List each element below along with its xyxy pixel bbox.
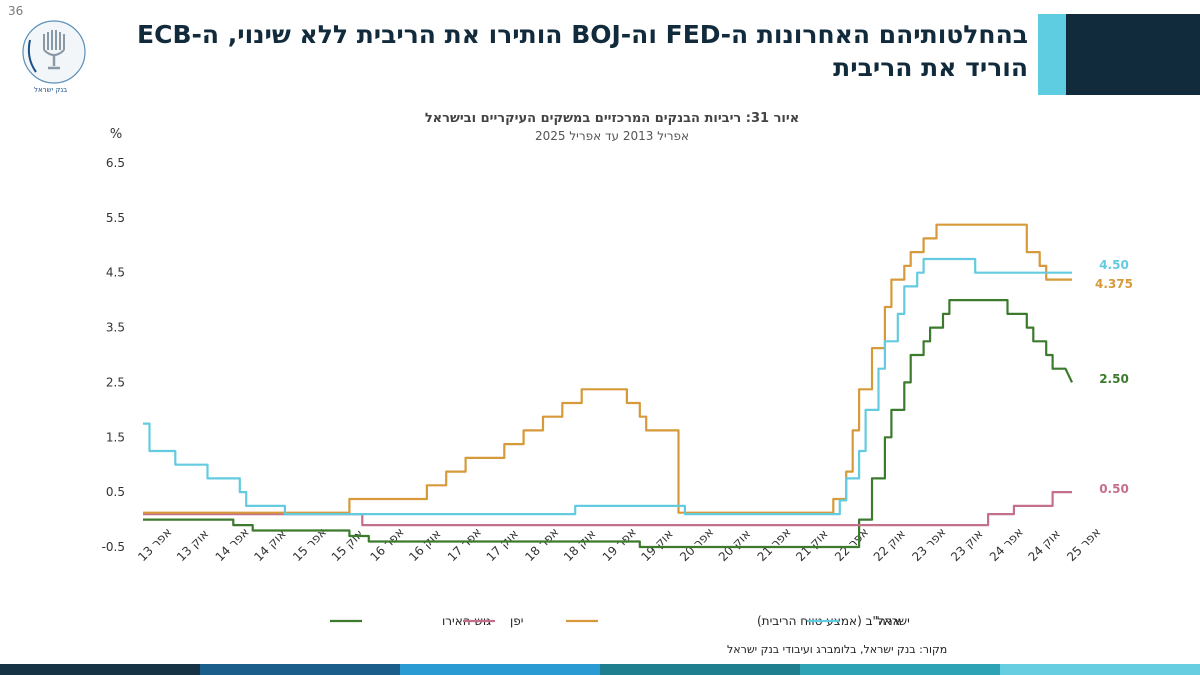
x-tick-label: אוק 14: [251, 527, 288, 564]
series-line-usa: [143, 223, 1072, 514]
bottom-strip-segment: [200, 664, 401, 675]
bottom-color-strip: [0, 664, 1200, 675]
end-label-japan: 0.50: [1099, 482, 1129, 496]
x-tick-label: אפר 19: [600, 525, 639, 564]
bottom-strip-segment: [0, 664, 201, 675]
y-tick-label: 3.5: [106, 321, 125, 335]
bottom-strip-segment: [600, 664, 801, 675]
series-lines: [143, 223, 1073, 549]
legend-label-japan: יפן: [510, 614, 523, 628]
x-tick-label: אוק 24: [1026, 527, 1063, 564]
page-number: 36: [8, 4, 24, 18]
x-tick-label: אוק 17: [484, 527, 521, 564]
x-tick-label: אפר 22: [832, 525, 871, 564]
x-tick-label: אוק 19: [638, 527, 675, 564]
bottom-strip-segment: [1000, 664, 1200, 675]
header-color-bar: [1038, 14, 1200, 95]
y-tick-label: 0.5: [106, 485, 125, 499]
series-end-labels: 2.50 0.50 4.375 4.50: [1095, 258, 1133, 496]
x-tick-label: אפר 24: [987, 525, 1026, 564]
bottom-strip-segment: [400, 664, 601, 675]
x-tick-label: אוק 23: [948, 527, 985, 564]
page-title: בהחלטותיהם האחרונות ה-FED וה-BOJ הותירו …: [137, 20, 1028, 82]
x-tick-label: אפר 13: [135, 525, 174, 564]
x-tick-label: אוק 22: [871, 527, 908, 564]
x-tick-label: אוק 15: [329, 527, 366, 564]
y-axis-unit-label: %: [110, 127, 122, 142]
chart-title-group: איור 31: ריביות הבנקים המרכזיים במשקים ה…: [425, 111, 799, 143]
x-tick-label: אפר 18: [522, 525, 561, 564]
y-tick-label: 1.5: [106, 430, 125, 444]
x-tick-label: אוק 21: [793, 527, 830, 564]
x-tick-label: אפר 17: [445, 525, 484, 564]
x-tick-label: אפר 23: [909, 525, 948, 564]
bank-of-israel-logo: בנק ישראל: [10, 14, 90, 96]
series-line-japan: [143, 491, 1072, 527]
x-tick-label: אוק 16: [406, 527, 443, 564]
series-line-eurozone: [143, 299, 1073, 549]
series-line-israel: [143, 257, 1072, 516]
menorah-seal-icon: בנק ישראל: [22, 20, 86, 94]
chart-subtitle: אפריל 2013 עד אפריל 2025: [535, 129, 689, 143]
y-tick-label: 4.5: [106, 266, 125, 280]
chart-title: איור 31: ריביות הבנקים המרכזיים במשקים ה…: [425, 111, 799, 126]
header-accent-strip: [1038, 14, 1066, 95]
end-label-eurozone: 2.50: [1099, 372, 1129, 386]
y-tick-label: 6.5: [106, 156, 125, 170]
x-tick-label: אפר 16: [367, 525, 406, 564]
x-tick-label: אפר 14: [213, 525, 252, 564]
x-tick-label: אוק 20: [716, 527, 753, 564]
chart-source-note: מקור: בנק ישראל, בלומברג ועיבודי בנק ישר…: [727, 643, 947, 656]
end-label-israel: 4.50: [1099, 258, 1129, 272]
y-tick-label: -0.5: [102, 540, 125, 554]
bottom-strip-segment: [800, 664, 1001, 675]
x-tick-label: אפר 21: [755, 525, 794, 564]
y-tick-label: 5.5: [106, 211, 125, 225]
chart-legend: גוש האירו יפן ארה"ב (אמצע טווח הריבית)ישרא…: [330, 614, 910, 628]
legend-label-israel: ישראל: [877, 614, 910, 628]
y-axis-ticks: 6.5 5.5 4.5 3.5 2.5 1.5 0.5 -0.5: [102, 156, 125, 554]
y-tick-label: 2.5: [106, 375, 125, 389]
x-tick-label: אוק 13: [174, 527, 211, 564]
x-tick-label: אוק 18: [561, 527, 598, 564]
x-tick-label: אפר 25: [1064, 525, 1103, 564]
end-label-usa: 4.375: [1095, 277, 1133, 291]
x-tick-label: אפר 20: [677, 525, 716, 564]
svg-text:בנק ישראל: בנק ישראל: [34, 86, 67, 94]
